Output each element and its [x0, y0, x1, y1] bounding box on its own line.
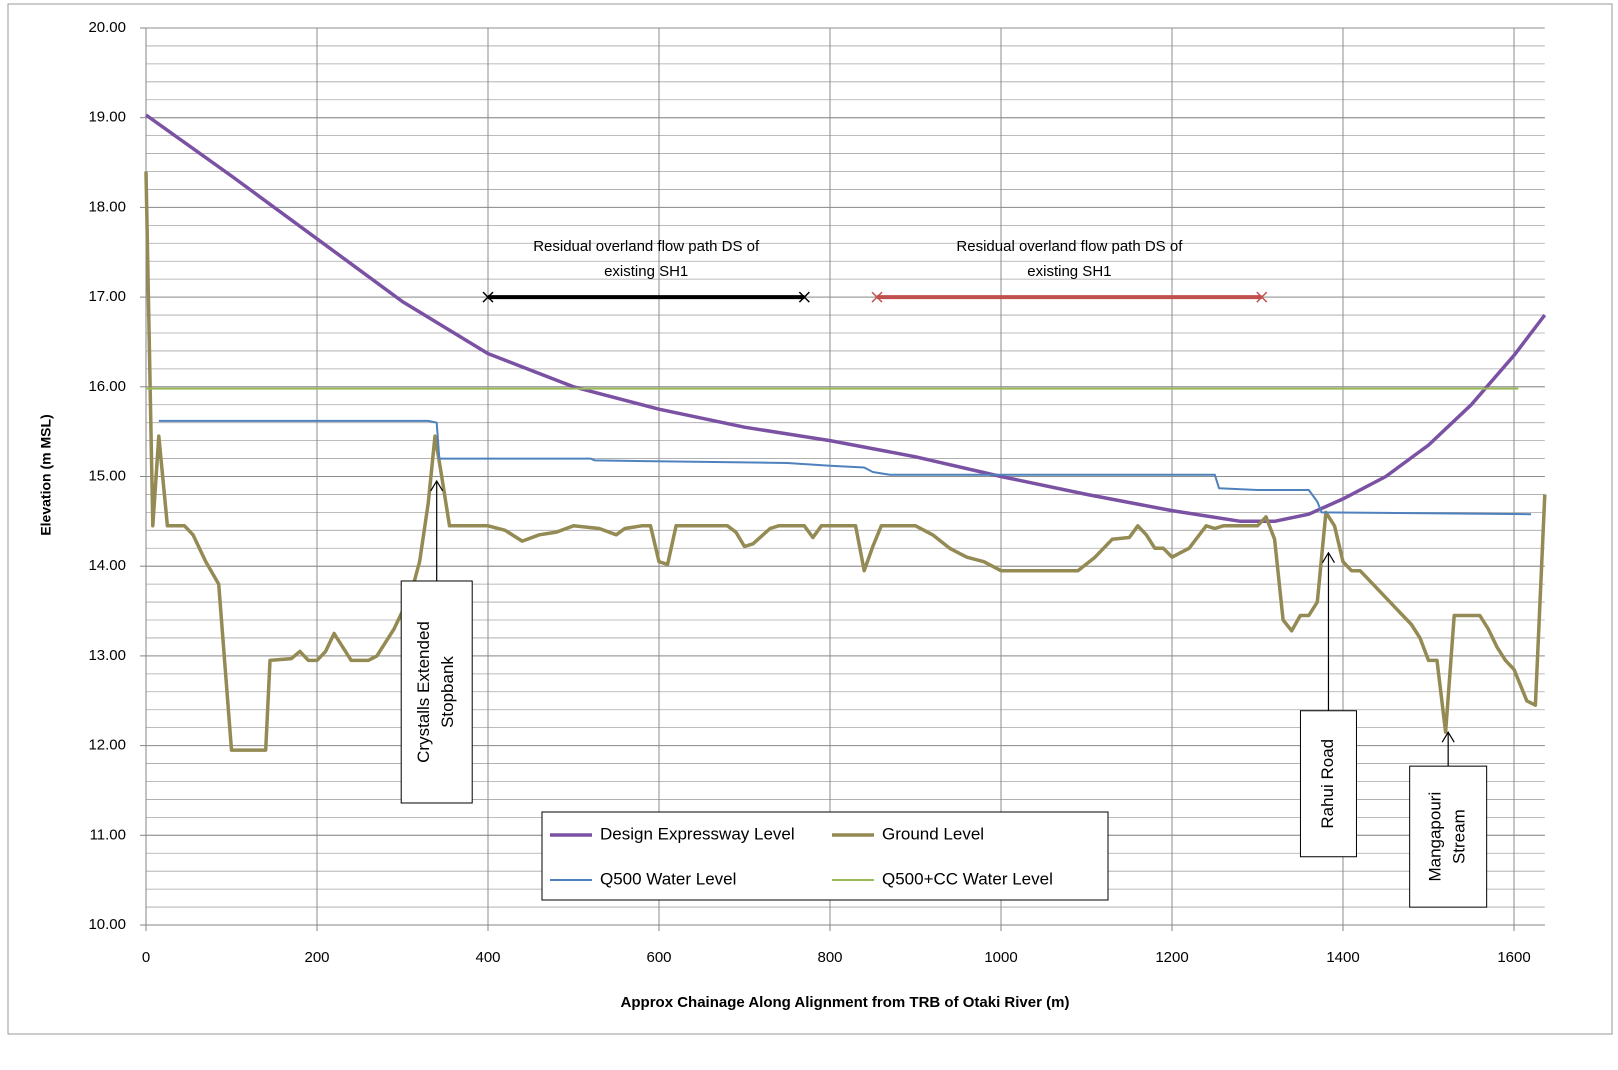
- flow-path-label: Residual overland flow path DS of: [533, 238, 760, 255]
- flow-path-label: Residual overland flow path DS of: [956, 238, 1183, 255]
- flow-path-end: [798, 291, 810, 303]
- x-axis-label: Approx Chainage Along Alignment from TRB…: [621, 994, 1070, 1011]
- x-tick-label: 1000: [984, 949, 1017, 966]
- y-tick-label: 12.00: [88, 737, 126, 754]
- legend-label: Ground Level: [882, 824, 984, 843]
- legend-box: [541, 811, 1109, 901]
- x-tick-label: 800: [817, 949, 842, 966]
- callout-label: Stopbank: [438, 656, 457, 728]
- callout-arrowhead: [1441, 730, 1455, 743]
- flow-path-end: [871, 291, 883, 303]
- series-line: [144, 171, 1547, 752]
- x-tick-label: 1600: [1497, 949, 1530, 966]
- y-tick-label: 11.00: [90, 826, 126, 843]
- legend-label: Design Expressway Level: [600, 824, 795, 843]
- y-tick-label: 17.00: [88, 288, 126, 305]
- series-line: [144, 113, 1547, 524]
- y-tick-label: 19.00: [88, 109, 126, 126]
- legend-label: Q500+CC Water Level: [882, 869, 1053, 888]
- x-tick-label: 600: [646, 949, 671, 966]
- y-tick-label: 14.00: [88, 557, 126, 574]
- flow-path-label: existing SH1: [604, 263, 688, 280]
- y-tick-label: 15.00: [88, 467, 126, 484]
- callout-box: [1299, 710, 1357, 858]
- callout-label: Mangapouri: [1426, 792, 1445, 882]
- callout-arrowhead: [1321, 551, 1335, 564]
- legend-label: Q500 Water Level: [600, 869, 736, 888]
- x-tick-label: 0: [142, 949, 150, 966]
- x-tick-label: 400: [475, 949, 500, 966]
- y-tick-label: 10.00: [88, 916, 126, 933]
- y-tick-label: 13.00: [88, 647, 126, 664]
- x-tick-label: 1400: [1326, 949, 1359, 966]
- y-axis-label: Elevation (m MSL): [38, 414, 54, 535]
- callout-label: Crystalls Extended: [414, 621, 433, 763]
- x-tick-label: 1200: [1155, 949, 1188, 966]
- callout-box: [1409, 765, 1488, 908]
- flow-path-end: [482, 291, 494, 303]
- flow-path-label: existing SH1: [1027, 263, 1111, 280]
- y-tick-label: 18.00: [88, 198, 126, 215]
- callout-box: [400, 580, 473, 804]
- y-tick-label: 16.00: [88, 378, 126, 395]
- x-tick-label: 200: [304, 949, 329, 966]
- flow-path-end: [1256, 291, 1268, 303]
- callout-label: Rahui Road: [1318, 739, 1337, 829]
- y-tick-label: 20.00: [88, 19, 126, 36]
- callout-arrowhead: [430, 479, 444, 492]
- series-line: [158, 419, 1532, 516]
- callout-label: Stream: [1450, 809, 1469, 864]
